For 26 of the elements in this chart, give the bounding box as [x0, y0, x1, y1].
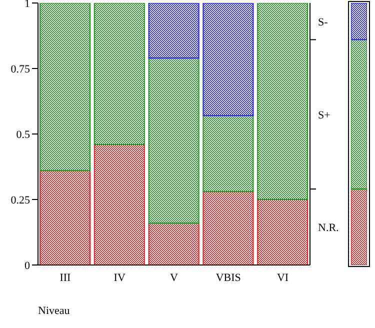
bar [94, 144, 145, 265]
y-tick-label: 0.25 [10, 194, 30, 206]
bar [148, 222, 200, 265]
bar [94, 3, 145, 145]
y-tick-label: 0.5 [16, 128, 30, 141]
bar [202, 191, 254, 265]
bar [257, 3, 308, 200]
bar [202, 3, 254, 116]
bar [40, 3, 90, 172]
bar [148, 58, 200, 224]
bar [148, 3, 200, 59]
x-axis-title: Niveau [38, 305, 70, 317]
bar [40, 170, 90, 265]
series-label: N.R. [318, 222, 340, 234]
y-tick-label: 1 [24, 0, 30, 10]
x-tick-label: VI [276, 272, 289, 284]
bar [257, 199, 308, 265]
x-tick-label: IV [114, 272, 126, 284]
text: S- [318, 16, 328, 28]
x-tick-label: III [60, 272, 72, 284]
y-tick-label: 0 [24, 260, 30, 272]
bar [202, 115, 254, 192]
x-tick-label: V [170, 272, 178, 284]
x-tick-label: VBIS [216, 272, 241, 284]
y-tick-label: 0.75 [10, 63, 30, 76]
series-label: S+ [318, 109, 330, 122]
